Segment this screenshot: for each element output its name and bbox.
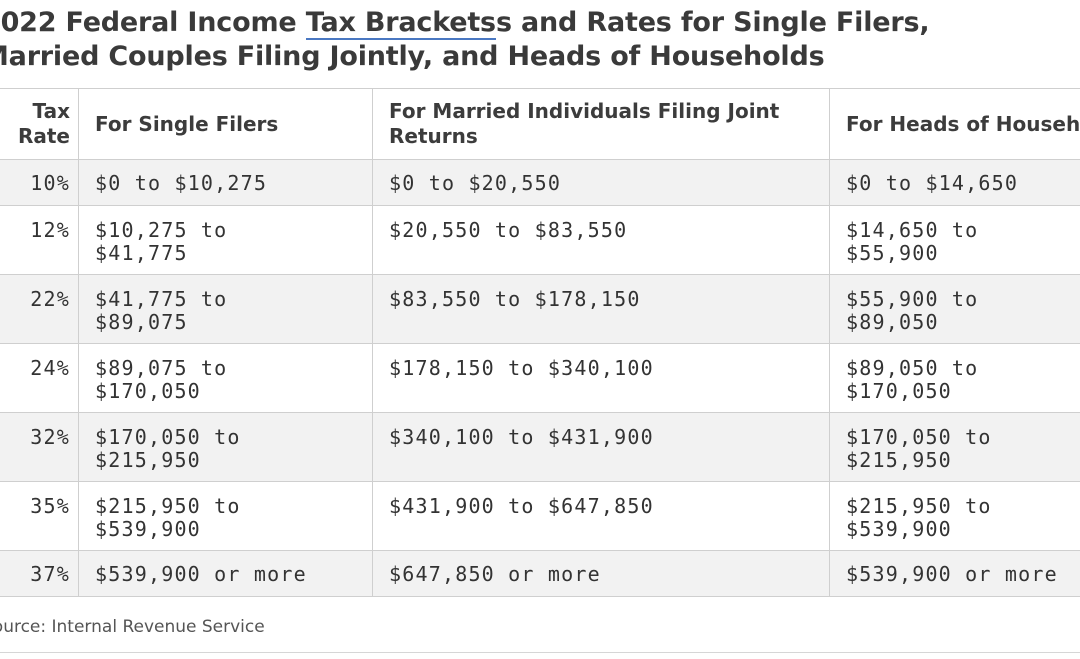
cell-heads-of-households: $14,650 to $55,900 (829, 205, 1080, 275)
cell-line: $170,050 (95, 379, 201, 403)
table-row: 12% $10,275 to $41,775 $20,550 to $83,550 $1… (0, 205, 1080, 275)
title-suffix: s and Rates for Single Filers, (495, 7, 930, 38)
bottom-divider (0, 652, 1080, 653)
header-married-joint: For Married Individuals Filing Joint Ret… (372, 88, 830, 160)
table-row: 35% $215,950 to $539,900 $431,900 to $647,8… (0, 481, 1080, 551)
header-heads-of-households: For Heads of Households (829, 88, 1080, 160)
cell-heads-of-households: $0 to $14,650 (829, 159, 1080, 206)
cell-tax-rate: 37% (0, 550, 79, 597)
cell-line: $647,850 or more (389, 562, 601, 586)
cell-line: $215,950 to (95, 494, 241, 518)
cell-married-joint: $647,850 or more (372, 550, 830, 597)
cell-tax-rate: 10% (0, 159, 79, 206)
cell-tax-rate: 22% (0, 274, 79, 344)
cell-tax-rate: 12% (0, 205, 79, 275)
title-line-2: Married Couples Filing Jointly, and Head… (0, 41, 825, 72)
table-row: 22% $41,775 to $89,075 $83,550 to $178,150 $… (0, 274, 1080, 344)
cell-single-filers: $41,775 to $89,075 (78, 274, 373, 344)
cell-line: $539,900 or more (846, 562, 1058, 586)
cell-line: $170,050 to (95, 425, 241, 449)
cell-line: $215,950 (95, 448, 201, 472)
cell-heads-of-households: $170,050 to $215,950 (829, 412, 1080, 482)
title-prefix: 2022 Federal Income (0, 7, 306, 38)
cell-heads-of-households: $539,900 or more (829, 550, 1080, 597)
cell-single-filers: $0 to $10,275 (78, 159, 373, 206)
cell-single-filers: $10,275 to $41,775 (78, 205, 373, 275)
cell-line: $14,650 to (846, 218, 979, 242)
table-title: 2022 Federal Income Tax Bracketss and Ra… (0, 6, 1080, 74)
cell-single-filers: $539,900 or more (78, 550, 373, 597)
header-row: Tax Rate For Single Filers For Married I… (0, 88, 1080, 160)
cell-heads-of-households: $89,050 to $170,050 (829, 343, 1080, 413)
cell-line: $41,775 to (95, 287, 228, 311)
header-single-filers: For Single Filers (78, 88, 373, 160)
tax-brackets-link[interactable]: Tax Brackets (305, 7, 496, 40)
cell-line: $539,900 (95, 517, 201, 541)
cell-married-joint: $20,550 to $83,550 (372, 205, 830, 275)
cell-line: $431,900 to $647,850 (389, 494, 654, 518)
cell-line: $89,050 (846, 310, 939, 334)
cell-married-joint: $431,900 to $647,850 (372, 481, 830, 551)
cell-line: $55,900 (846, 241, 939, 265)
cell-single-filers: $89,075 to $170,050 (78, 343, 373, 413)
table-body: 10% $0 to $10,275 $0 to $20,550 $0 to $14,6… (0, 159, 1080, 597)
cell-single-filers: $170,050 to $215,950 (78, 412, 373, 482)
table-row: 32% $170,050 to $215,950 $340,100 to $431,9… (0, 412, 1080, 482)
source-note: Source: Internal Revenue Service (0, 617, 265, 637)
cell-line: $83,550 to $178,150 (389, 287, 641, 311)
cell-line: $20,550 to $83,550 (389, 218, 628, 242)
cell-line: $0 to $10,275 (95, 171, 268, 195)
cell-heads-of-households: $215,950 to $539,900 (829, 481, 1080, 551)
cell-tax-rate: 32% (0, 412, 79, 482)
cell-line: $170,050 (846, 379, 952, 403)
header-tax-rate: Tax Rate (0, 88, 79, 160)
cell-line: $10,275 to (95, 218, 228, 242)
cell-married-joint: $83,550 to $178,150 (372, 274, 830, 344)
table-row: 10% $0 to $10,275 $0 to $20,550 $0 to $14,6… (0, 159, 1080, 206)
table-row: 24% $89,075 to $170,050 $178,150 to $340,10… (0, 343, 1080, 413)
cell-tax-rate: 35% (0, 481, 79, 551)
cell-line: $89,075 (95, 310, 188, 334)
cell-line: $539,900 or more (95, 562, 307, 586)
cell-heads-of-households: $55,900 to $89,050 (829, 274, 1080, 344)
cell-line: $178,150 to $340,100 (389, 356, 654, 380)
cell-single-filers: $215,950 to $539,900 (78, 481, 373, 551)
cell-line: $215,950 (846, 448, 952, 472)
cell-married-joint: $178,150 to $340,100 (372, 343, 830, 413)
cell-tax-rate: 24% (0, 343, 79, 413)
cell-line: $0 to $20,550 (389, 171, 562, 195)
cell-married-joint: $0 to $20,550 (372, 159, 830, 206)
tax-brackets-table: Tax Rate For Single Filers For Married I… (0, 88, 1080, 597)
table-row: 37% $539,900 or more $647,850 or more $539,… (0, 550, 1080, 597)
cell-line: $215,950 to (846, 494, 992, 518)
cell-line: $170,050 to (846, 425, 992, 449)
cell-line: $340,100 to $431,900 (389, 425, 654, 449)
cell-line: $55,900 to (846, 287, 979, 311)
cell-line: $41,775 (95, 241, 188, 265)
cell-line: $0 to $14,650 (846, 171, 1019, 195)
cell-line: $539,900 (846, 517, 952, 541)
cell-line: $89,075 to (95, 356, 228, 380)
title-line-1: 2022 Federal Income Tax Bracketss and Ra… (0, 6, 1080, 40)
cell-line: $89,050 to (846, 356, 979, 380)
cell-married-joint: $340,100 to $431,900 (372, 412, 830, 482)
